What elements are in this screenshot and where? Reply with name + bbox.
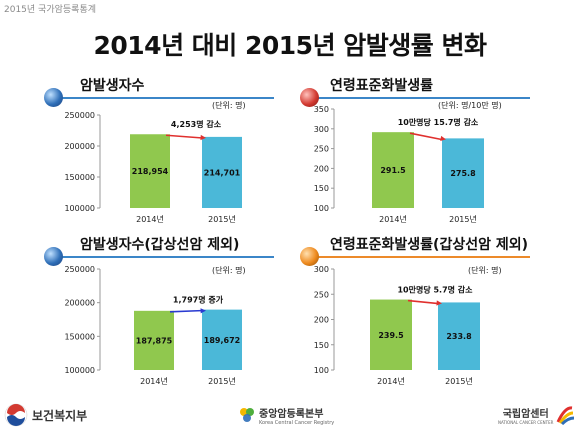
ministry-name: 보건복지부 [32,408,88,423]
change-arrow-head [200,134,206,141]
panel-ball-icon [44,88,63,107]
change-arrow-head [436,300,442,306]
bar [202,309,242,370]
y-tick-label: 150 [314,184,329,193]
panel-underline [318,256,530,258]
top-note: 2015년 국가암등록통계 [4,5,97,15]
change-annotation: 1,797명 증가 [173,295,224,305]
bar [202,136,242,208]
ncc-logo-icon [557,406,575,425]
y-tick-label: 150000 [64,332,95,341]
y-tick-label: 200000 [64,142,95,151]
panel-underline [62,97,274,99]
panel-title: 암발생자수 [80,78,145,94]
ministry-emblem-icon [4,403,28,427]
bar [372,132,414,208]
change-arrow-head [440,135,446,142]
kccr-name: 중앙암등록본부 [259,408,324,420]
bar-chart: 100000 150000 200000 250000 187,875 2014년 189,… [64,265,242,386]
panel-cancer-incidence: 암발생자수 (단위: 명) 100000 150000 200000 250000 21… [44,72,276,224]
y-tick-label: 300 [314,265,329,274]
y-tick-label: 300 [314,125,329,134]
change-arrow [409,132,442,141]
y-tick-label: 250 [314,290,329,299]
bar-chart: 100 150 200 250 300 350 291.5 2014년 275.8 2015년 10… [314,105,484,224]
x-category-label: 2014년 [140,376,168,386]
x-category-label: 2015년 [208,376,236,386]
panel-age-std-rate: 연령표준화발생률 (단위: 명/10만 명) 100 150 200 250 300 35… [300,72,536,224]
panel-ball-icon [44,247,63,266]
y-tick-label: 200 [314,164,329,173]
panel-unit: (단위: 명) [212,101,246,110]
change-arrow-head [200,308,206,314]
panel-ball-icon [300,247,319,266]
y-tick-label: 250 [314,145,329,154]
bar-value-label: 214,701 [204,168,241,177]
change-annotation: 10만명당 15.7명 감소 [398,117,479,127]
bar-value-label: 239.5 [378,331,404,340]
kccr-subtitle: Korea Central Cancer Registry [259,419,335,426]
x-category-label: 2014년 [377,376,405,386]
y-tick-label: 200 [314,316,329,325]
footer-left-logo: 보건복지부 [4,398,87,432]
panel-underline [318,97,530,99]
panel-cancer-incidence-excl-thyroid: 암발생자수(갑상선암 제외) (단위: 명) 100000 150000 20000… [44,236,276,386]
bar-value-label: 218,954 [132,167,169,176]
change-arrow [169,309,202,313]
y-tick-label: 250000 [64,111,95,120]
bar [134,310,174,370]
panel-unit: (단위: 명/10만 명) [438,101,502,110]
panel-underline [62,256,274,258]
y-tick-label: 250000 [64,265,95,274]
bar-value-label: 275.8 [450,169,476,178]
panel-title: 연령표준화발생률(갑상선암 제외) [330,237,528,253]
bar-chart: 100000 150000 200000 250000 218,954 2014년 214,… [64,111,242,224]
x-category-label: 2014년 [379,214,407,224]
bar-value-label: 291.5 [380,166,406,175]
bar [370,299,412,370]
panel-unit: (단위: 명) [212,266,246,275]
bar-chart: 100 150 200 250 300 239.5 2014년 233.8 2015년 10만명당… [314,265,480,386]
x-category-label: 2015년 [445,376,473,386]
y-tick-label: 150 [314,341,329,350]
change-arrow [407,299,438,305]
panel-age-std-rate-excl-thyroid: 연령표준화발생률(갑상선암 제외) (단위: 명) 100 150 200 250 30… [300,236,536,386]
footer-center-logo: 중앙암등록본부 Korea Central Cancer Registry [238,398,334,432]
y-tick-label: 100 [314,366,329,375]
y-tick-label: 100 [314,204,329,213]
y-tick-label: 150000 [64,173,95,182]
ncc-name: 국립암센터 [502,409,549,420]
y-tick-label: 100000 [64,204,95,213]
x-category-label: 2014년 [136,214,164,224]
footer-right-logo: 국립암센터 NATIONAL CANCER CENTER [498,398,575,432]
bar [442,138,484,208]
ncc-subtitle: NATIONAL CANCER CENTER [498,420,554,425]
bar-value-label: 189,672 [204,336,240,345]
bar-value-label: 233.8 [446,332,472,341]
y-tick-label: 200000 [64,299,95,308]
page-title: 2014년 대비 2015년 암발생률 변화 [93,31,487,60]
change-annotation: 4,253명 감소 [171,119,222,129]
panel-title: 연령표준화발생률 [330,78,434,94]
y-tick-label: 350 [314,105,329,114]
kccr-logo-icon [240,408,254,422]
bar [438,302,480,370]
x-category-label: 2015년 [208,214,236,224]
bar-value-label: 187,875 [136,336,173,345]
panel-ball-icon [300,88,319,107]
panel-unit: (단위: 명) [468,266,502,275]
bar [130,134,170,208]
y-tick-label: 100000 [64,366,95,375]
change-annotation: 10만명당 5.7명 감소 [397,285,473,295]
change-arrow [165,134,202,139]
x-category-label: 2015년 [449,214,477,224]
panel-title: 암발생자수(갑상선암 제외) [80,237,240,253]
